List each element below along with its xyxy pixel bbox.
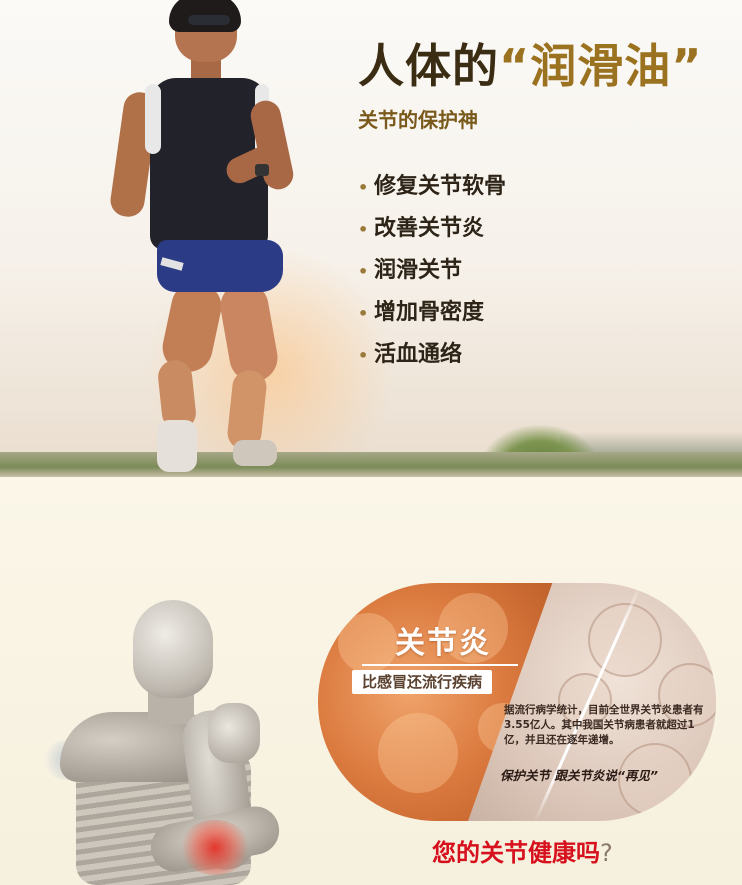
- cell-shape: [378, 713, 458, 793]
- ground: [0, 452, 742, 477]
- bullet-icon: •: [358, 346, 369, 365]
- arthritis-title: 关节炎: [395, 626, 491, 661]
- bullet-icon: •: [358, 178, 369, 197]
- feature-label: 修复关节软骨: [374, 174, 507, 199]
- arthritis-slogan: 保护关节 跟关节炎说“再见”: [500, 768, 658, 783]
- hero-subtitle: 关节的保护神: [358, 108, 478, 132]
- title-underline: [362, 664, 518, 666]
- feature-label: 增加骨密度: [374, 300, 485, 325]
- hero-title-main: 人体的: [358, 39, 499, 93]
- list-item: • 修复关节软骨: [358, 166, 506, 208]
- anatomy-head: [133, 600, 213, 698]
- arthritis-tagline: 比感冒还流行疾病: [352, 670, 493, 694]
- list-item: • 活血通络: [358, 334, 506, 376]
- bullet-icon: •: [358, 220, 369, 239]
- feature-label: 润滑关节: [374, 258, 463, 283]
- list-item: • 增加骨密度: [358, 292, 506, 334]
- arthritis-orb-graphic: [318, 583, 716, 823]
- watch-icon: [255, 164, 269, 176]
- anatomy-hand: [208, 703, 260, 763]
- cell-shape: [338, 613, 398, 673]
- hero-title-quoted: “润滑油”: [499, 39, 703, 93]
- cell-shape: [658, 663, 716, 727]
- bullet-icon: •: [358, 304, 369, 323]
- runner-shoe-right: [233, 440, 277, 466]
- feature-list: • 修复关节软骨 • 改善关节炎 • 润滑关节 • 增加骨密度 • 活血通络: [358, 166, 506, 376]
- cell-shape: [558, 673, 612, 727]
- cell-shape: [618, 743, 692, 817]
- health-question-text: 您的关节健康吗: [432, 839, 600, 867]
- cell-shape: [438, 593, 508, 663]
- list-item: • 润滑关节: [358, 250, 506, 292]
- health-question: 您的关节健康吗?: [432, 833, 613, 868]
- feature-label: 活血通络: [374, 342, 463, 367]
- bullet-icon: •: [358, 262, 369, 281]
- anatomy-figure: [40, 600, 290, 885]
- horizon: [560, 432, 742, 454]
- runner-trim-left: [145, 84, 161, 154]
- elbow-pain-highlight: [180, 820, 250, 875]
- runner-shoe-left: [157, 420, 197, 472]
- sunglasses-icon: [188, 15, 230, 25]
- arthritis-statistics: 据流行病学统计，目前全世界关节炎患者有3.55亿人。其中我国关节病患者就超过1亿…: [504, 704, 704, 746]
- hero-title: 人体的“润滑油”: [358, 30, 702, 96]
- runner-photo: [105, 0, 315, 477]
- question-mark: ?: [600, 839, 613, 867]
- hero-banner: 人体的“润滑油” 关节的保护神 • 修复关节软骨 • 改善关节炎 • 润滑关节 • 增加…: [0, 0, 742, 477]
- feature-label: 改善关节炎: [374, 216, 485, 241]
- list-item: • 改善关节炎: [358, 208, 506, 250]
